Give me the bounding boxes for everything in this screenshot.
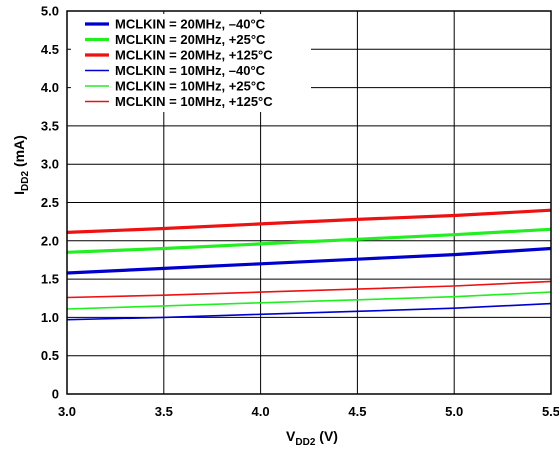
y-tick-label: 3.0	[41, 157, 59, 172]
y-axis-title: IDD2 (mA)	[11, 135, 31, 195]
x-tick-label: 4.0	[252, 404, 270, 419]
series-line-3	[66, 208, 552, 234]
series-lines	[66, 208, 552, 321]
legend-label-6: MCLKIN = 10MHz, +125°C	[115, 94, 273, 109]
y-tick-label: 1.0	[41, 310, 59, 325]
series-line-5	[66, 291, 552, 310]
series-line-6	[66, 280, 552, 299]
legend-background	[71, 14, 311, 112]
y-tick-label: 3.5	[41, 118, 59, 133]
legend-label-4: MCLKIN = 10MHz, –40°C	[115, 63, 266, 78]
y-tick-labels: 0 0.5 1.0 1.5 2.0 2.5 3.0 3.5 4.0 4.5 5.0	[41, 4, 59, 402]
plot-frame	[66, 10, 552, 395]
series-line-2	[66, 227, 552, 254]
series-line-1	[66, 246, 552, 275]
x-tick-label: 5.5	[542, 404, 559, 419]
y-tick-label: 0	[52, 387, 59, 402]
legend-label-5: MCLKIN = 10MHz, +25°C	[115, 79, 266, 94]
y-tick-label: 5.0	[41, 4, 59, 19]
legend-label-2: MCLKIN = 20MHz, +25°C	[115, 32, 266, 47]
legend-label-1: MCLKIN = 20MHz, –40°C	[115, 17, 266, 32]
x-tick-label: 3.5	[155, 404, 173, 419]
x-tick-label: 3.0	[58, 404, 76, 419]
series-line-4	[66, 302, 552, 321]
x-tick-label: 4.5	[348, 404, 366, 419]
legend-label-3: MCLKIN = 20MHz, +125°C	[115, 48, 273, 63]
y-tick-label: 1.5	[41, 272, 59, 287]
y-tick-label: 2.0	[41, 233, 59, 248]
y-tick-label: 2.5	[41, 195, 59, 210]
y-tick-label: 0.5	[41, 348, 59, 363]
x-axis-title: VDD2 (V)	[286, 428, 338, 448]
y-tick-label: 4.5	[41, 42, 59, 57]
x-tick-labels: 3.0 3.5 4.0 4.5 5.0 5.5	[58, 404, 559, 419]
y-tick-label: 4.0	[41, 80, 59, 95]
x-tick-label: 5.0	[445, 404, 463, 419]
